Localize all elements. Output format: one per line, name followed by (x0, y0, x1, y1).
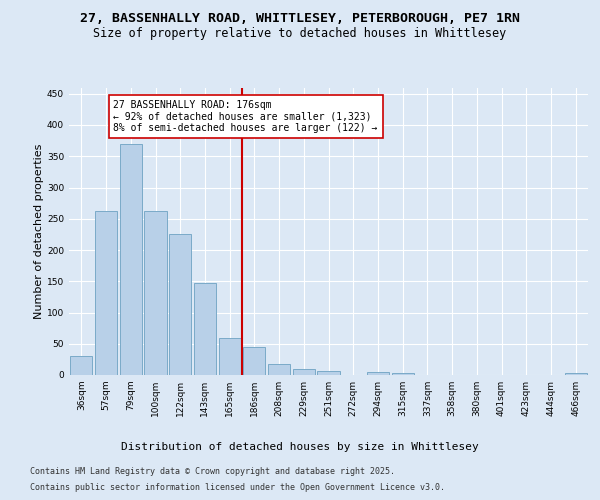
Bar (194, 282, 216, 375)
Text: 27, BASSENHALLY ROAD, WHITTLESEY, PETERBOROUGH, PE7 1RN: 27, BASSENHALLY ROAD, WHITTLESEY, PETERB… (80, 12, 520, 26)
Bar (70, 356, 92, 375)
Bar (95, 211, 117, 375)
Y-axis label: Number of detached properties: Number of detached properties (34, 144, 44, 319)
Text: 27 BASSENHALLY ROAD: 176sqm
← 92% of detached houses are smaller (1,323)
8% of s: 27 BASSENHALLY ROAD: 176sqm ← 92% of det… (113, 100, 378, 133)
Text: Distribution of detached houses by size in Whittlesey: Distribution of detached houses by size … (121, 442, 479, 452)
Bar (218, 338, 241, 375)
Bar (317, 370, 340, 375)
Bar (119, 144, 142, 375)
Bar (268, 364, 290, 375)
Text: Contains public sector information licensed under the Open Government Licence v3: Contains public sector information licen… (30, 482, 445, 492)
Bar (392, 373, 414, 375)
Text: Contains HM Land Registry data © Crown copyright and database right 2025.: Contains HM Land Registry data © Crown c… (30, 468, 395, 476)
Bar (169, 234, 191, 375)
Bar (243, 347, 265, 375)
Bar (367, 372, 389, 375)
Bar (565, 372, 587, 375)
Text: Size of property relative to detached houses in Whittlesey: Size of property relative to detached ho… (94, 28, 506, 40)
Bar (293, 369, 315, 375)
Bar (145, 211, 167, 375)
